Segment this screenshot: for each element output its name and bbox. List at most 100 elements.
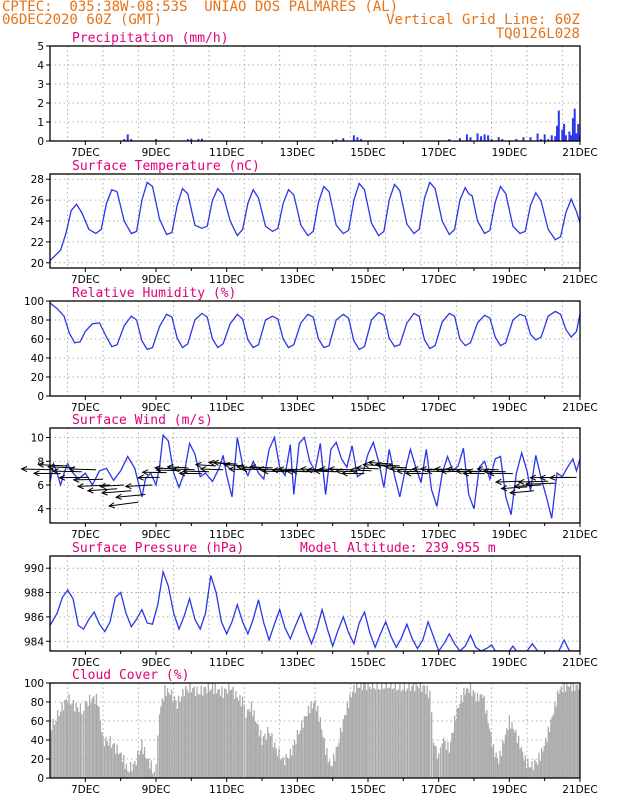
wind-arrow: [213, 461, 238, 465]
cloud-bar: [408, 683, 410, 778]
cloud-bar: [547, 726, 549, 778]
cloud-bar: [555, 706, 557, 778]
cloud-bar: [484, 713, 487, 778]
cloud-bar: [295, 744, 297, 778]
cloud-bar: [425, 693, 427, 778]
cloud-bar: [110, 747, 113, 778]
cloud-bar: [376, 683, 378, 778]
ytick-label: 80: [31, 697, 44, 709]
cloud-bar: [101, 732, 103, 778]
panel-frame: [49, 45, 581, 142]
cloud-bar: [436, 759, 439, 778]
cloud-bar: [441, 743, 443, 778]
cloud-bar: [60, 711, 62, 778]
wind-arrowhead: [318, 466, 326, 473]
panel-4: 4 6 8 10 7DEC 9DEC 11DEC 13DEC 15DEC 17DEC 19DEC 21…: [20, 413, 598, 541]
cloud-bar: [132, 763, 135, 778]
cloud-bar: [271, 733, 273, 778]
cloud-bar: [215, 693, 218, 778]
cloud-bar: [432, 742, 435, 778]
cloud-bar: [556, 690, 559, 778]
precip-bar: [480, 136, 483, 141]
precip-bar: [543, 134, 546, 141]
precip-bar: [563, 123, 566, 141]
cloud-bar: [368, 686, 371, 778]
wind-arrowhead: [362, 461, 370, 468]
wind-arrow: [291, 470, 316, 473]
xtick-label: 21DEC: [562, 402, 597, 414]
cloud-bar: [519, 748, 521, 778]
panel-title: Precipitation (mm/h): [72, 31, 229, 46]
precip-bar: [564, 135, 567, 141]
cloud-bar: [421, 691, 423, 778]
cloud-bar: [116, 744, 118, 778]
wind-arrowhead: [72, 476, 80, 483]
cloud-bar: [338, 742, 340, 778]
wind-arrow: [525, 482, 556, 485]
cloud-bar: [93, 695, 95, 778]
xtick-label: 7DEC: [71, 402, 100, 414]
cloud-bar: [423, 685, 426, 778]
cloud-bar: [175, 700, 177, 778]
ytick-label: 24: [31, 216, 45, 228]
xtick-label: 17DEC: [421, 274, 456, 286]
precip-bar: [570, 135, 573, 141]
ytick-label: 26: [31, 195, 45, 207]
cloud-bar: [223, 688, 226, 778]
cloud-bar: [400, 691, 403, 778]
wind-arrow: [48, 466, 75, 469]
cloud-bar: [412, 683, 414, 778]
header-model-id: TQ0126L028: [495, 26, 580, 42]
cloud-bar: [391, 688, 393, 778]
cloud-bar: [137, 750, 139, 778]
cloud-bar: [567, 686, 569, 778]
cloud-bar: [86, 702, 88, 778]
wind-arrowhead: [271, 467, 279, 474]
cloud-bar: [351, 691, 354, 778]
cloud-bar: [496, 757, 499, 778]
cloud-bar: [253, 710, 255, 778]
cloud-bar: [120, 752, 122, 778]
cloud-bar: [476, 692, 479, 778]
cloud-bar: [319, 717, 321, 778]
wind-arrowhead: [439, 468, 447, 475]
cloud-bar: [451, 732, 453, 778]
cloud-bar: [76, 707, 79, 778]
precip-bar: [550, 135, 553, 141]
wind-arrowhead: [124, 483, 132, 490]
wind-arrow: [116, 494, 146, 498]
ytick-label: 20: [31, 372, 44, 384]
cloud-bar: [480, 694, 483, 778]
panel-frame: [49, 682, 581, 779]
cloud-bar: [62, 710, 65, 778]
cloud-bar: [447, 741, 449, 778]
cloud-bar: [397, 689, 399, 778]
cloud-bar: [65, 699, 67, 778]
cloud-bar: [409, 690, 412, 778]
xtick-label: 19DEC: [492, 784, 527, 796]
cloud-bar: [225, 689, 227, 778]
panel-frame: [49, 300, 581, 397]
cloud-bar: [456, 707, 458, 778]
cloud-bar: [431, 712, 433, 778]
wind-arrow: [385, 466, 407, 469]
wind-arrowhead: [32, 470, 40, 477]
cloud-bar: [172, 702, 174, 778]
wind-arrow: [241, 468, 266, 471]
cloud-bar: [246, 709, 249, 778]
wind-arrowhead: [290, 468, 298, 475]
wind-arrowhead: [524, 480, 532, 488]
wind-arrow: [510, 490, 535, 494]
cloud-bar: [61, 702, 63, 778]
cloud-bar: [445, 749, 448, 778]
cloud-bar: [291, 755, 293, 778]
cloud-bar: [141, 739, 143, 778]
cloud-bar: [204, 686, 207, 778]
cloud-bar: [571, 691, 573, 778]
xtick-label: 9DEC: [142, 784, 171, 796]
cloud-bar: [254, 721, 257, 778]
cloud-bar: [192, 687, 194, 778]
cloud-bar: [500, 756, 503, 778]
cloud-bar: [264, 733, 266, 778]
xtick-label: 7DEC: [71, 529, 100, 541]
